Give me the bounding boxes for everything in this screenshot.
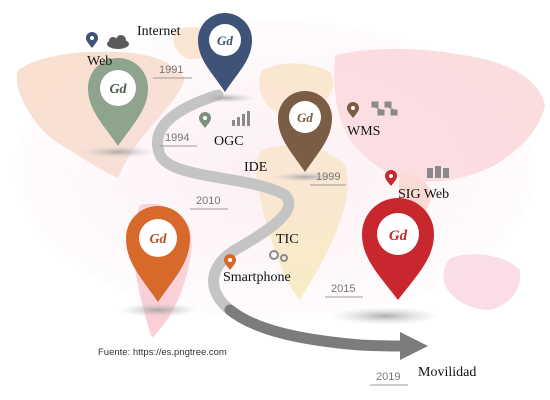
pin-logo-red: Gd <box>389 228 408 244</box>
year-label-2019: 2019 <box>376 371 401 383</box>
source-credit: Fuente: https://es.pngtree.com <box>98 347 227 358</box>
pin-logo-orange: Gd <box>149 232 167 247</box>
milestone-label-sig-web: SIG Web <box>398 187 450 202</box>
milestone-label-tic: TIC <box>276 232 299 247</box>
pin-red: Gd <box>362 198 434 300</box>
location-pin-icon <box>224 254 236 270</box>
milestone-label-ide: IDE <box>244 160 268 175</box>
milestone-label-ogc: OGC <box>214 134 244 149</box>
gears-icon <box>269 250 288 262</box>
pin-shadows <box>80 93 440 325</box>
pin-logo-navy: Gd <box>217 33 233 48</box>
network-icon <box>371 101 398 116</box>
year-underlines <box>153 77 408 386</box>
location-pin-icon <box>347 102 359 118</box>
pin-logo-sage: Gd <box>109 82 127 97</box>
milestone-label-smartphone: Smartphone <box>223 270 291 285</box>
milestone-label-movilidad: Movilidad <box>418 365 477 380</box>
cloud-icon <box>107 35 129 49</box>
year-label-1999: 1999 <box>316 171 341 183</box>
server-icon <box>427 166 449 178</box>
pin-orange: Gd <box>126 206 190 302</box>
bar-chart-icon <box>232 111 250 126</box>
location-pin-icon <box>385 170 397 186</box>
pin-brown: Gd <box>278 91 332 172</box>
timeline-road <box>152 89 428 360</box>
year-label-1991: 1991 <box>159 64 184 76</box>
year-label-1994: 1994 <box>165 132 190 144</box>
milestone-label-internet: Internet <box>137 24 181 39</box>
milestone-label-wms: WMS <box>347 124 381 139</box>
year-label-2010: 2010 <box>196 195 221 207</box>
road-dark-segment <box>224 304 411 352</box>
location-pin-icon <box>199 112 211 128</box>
road-light-segment <box>152 89 295 316</box>
pin-navy: Gd <box>198 13 252 93</box>
pin-sage: Gd <box>88 58 148 146</box>
location-pin-icon <box>86 32 98 48</box>
pin-logo-brown: Gd <box>297 110 313 125</box>
year-label-2015: 2015 <box>331 283 356 295</box>
milestone-label-web: Web <box>87 54 113 69</box>
road-arrow-head <box>400 332 428 360</box>
